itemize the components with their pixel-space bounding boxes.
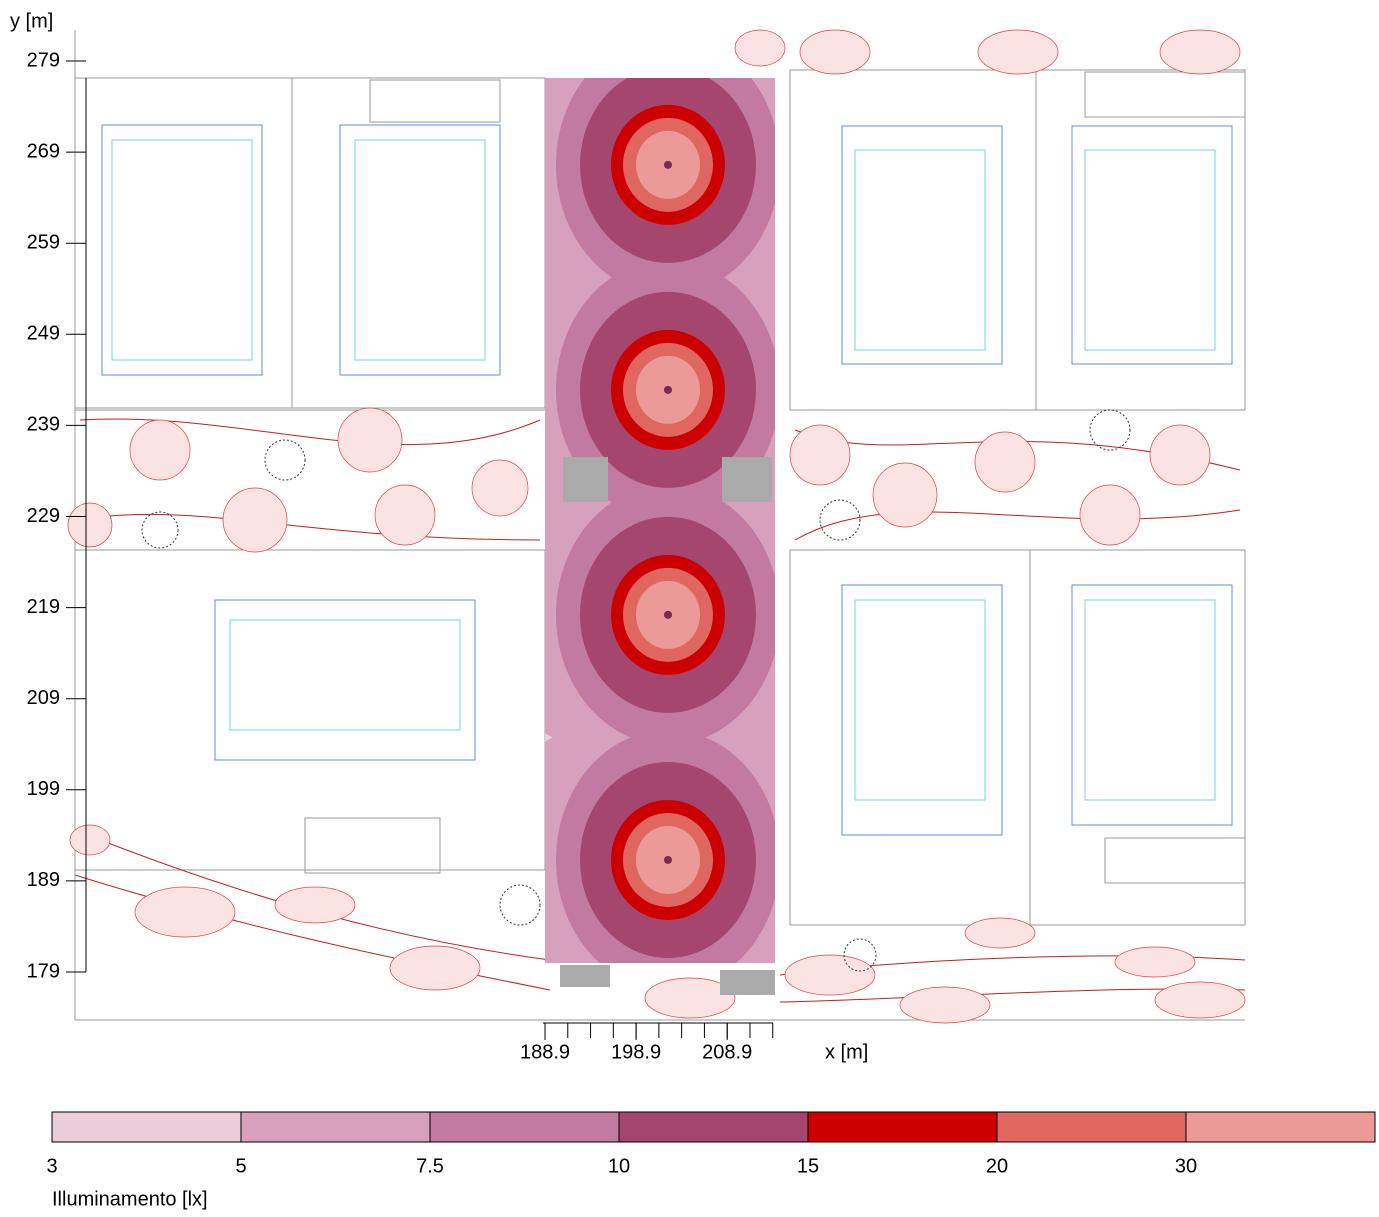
colorbar-tick-label: 5: [235, 1155, 246, 1177]
y-tick-label: 189: [27, 869, 60, 891]
colorbar-tick-label: 10: [608, 1155, 630, 1177]
site-plan: [67, 29, 1246, 1024]
y-axis-label: y [m]: [10, 10, 53, 32]
luminaire: [663, 385, 672, 394]
y-tick-label: 229: [27, 505, 60, 527]
luminaire: [663, 160, 672, 169]
y-tick-label: 269: [27, 140, 60, 162]
luminaire: [663, 855, 672, 864]
y-tick-label: 239: [27, 414, 60, 436]
colorbar-tick-label: 30: [1175, 1155, 1197, 1177]
colorbar-tick-label: 15: [797, 1155, 819, 1177]
colorbar-label: Illuminamento [lx]: [52, 1188, 208, 1210]
y-tick-label: 199: [27, 778, 60, 800]
colorbar-swatch: [1185, 1111, 1376, 1143]
y-tick-label: 219: [27, 596, 60, 618]
crossings: [560, 457, 775, 995]
x-tick-label: 208.9: [702, 1041, 752, 1063]
colorbar-tick-label: 3: [46, 1155, 57, 1177]
colorbar-swatch: [807, 1111, 998, 1143]
colorbar-tick-label: 20: [986, 1155, 1008, 1177]
x-axis-label: x [m]: [825, 1041, 868, 1063]
y-tick-label: 209: [27, 687, 60, 709]
luminaire: [663, 610, 672, 619]
y-tick-label: 259: [27, 231, 60, 253]
y-tick-label: 179: [27, 960, 60, 982]
x-tick-label: 198.9: [611, 1041, 661, 1063]
x-tick-label: 188.9: [520, 1041, 570, 1063]
colorbar-swatch: [996, 1111, 1187, 1143]
isolux-map: [545, 78, 775, 963]
y-tick-label: 279: [27, 49, 60, 71]
colorbar-swatch: [240, 1111, 431, 1143]
colorbar-swatch: [429, 1111, 620, 1143]
colorbar-tick-label: 7.5: [416, 1155, 444, 1177]
colorbar-swatch: [618, 1111, 809, 1143]
colorbar-swatch: [51, 1111, 242, 1143]
y-tick-label: 249: [27, 323, 60, 345]
